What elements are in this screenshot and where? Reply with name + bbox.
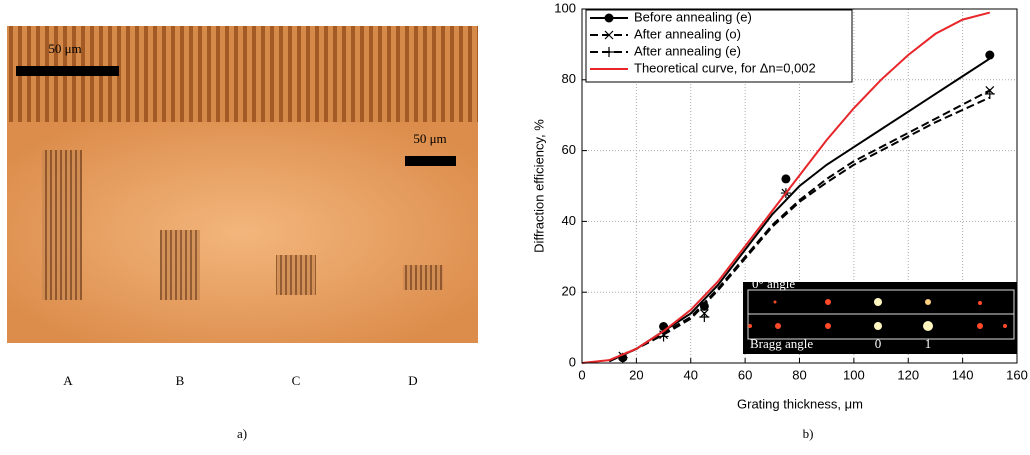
y-tick-label: 100 xyxy=(554,0,576,15)
inset-label: 1 xyxy=(925,336,932,351)
x-tick-label: 40 xyxy=(684,367,698,382)
marker xyxy=(781,174,791,184)
panel-caption: b) xyxy=(803,426,814,441)
sample-label: D xyxy=(408,373,417,388)
scale-bar xyxy=(16,66,119,76)
x-tick-label: 60 xyxy=(738,367,752,382)
x-tick-label: 100 xyxy=(843,367,865,382)
grating-a xyxy=(42,150,82,300)
y-axis-label: Diffraction efficiency, % xyxy=(531,119,546,253)
x-axis-label: Grating thickness, μm xyxy=(737,396,863,411)
scale-bar xyxy=(405,156,456,166)
legend-box xyxy=(585,9,853,83)
sample-label: B xyxy=(176,373,185,388)
marker xyxy=(658,331,669,342)
legend-marker xyxy=(604,47,614,57)
marker xyxy=(984,88,995,99)
marker xyxy=(699,311,710,322)
y-tick-label: 40 xyxy=(562,213,576,228)
x-tick-label: 120 xyxy=(897,367,919,382)
inset: 0° angle Bragg angle 0 1 xyxy=(743,276,1017,354)
legend-marker xyxy=(604,30,614,40)
x-tick-label: 0 xyxy=(578,367,585,382)
grating-b xyxy=(160,230,200,300)
legend-label: After annealing (o) xyxy=(634,26,741,41)
curve xyxy=(608,96,991,363)
scale-label: 50 μm xyxy=(48,41,81,56)
curve xyxy=(608,89,991,363)
scale-label: 50 μm xyxy=(413,131,446,146)
x-tick-label: 20 xyxy=(629,367,643,382)
legend-label: Theoretical curve, for Δn=0,002 xyxy=(634,60,816,75)
marker xyxy=(985,50,995,60)
legend-label: Before annealing (e) xyxy=(634,9,752,24)
y-tick-label: 60 xyxy=(562,142,576,157)
curve xyxy=(581,11,991,364)
grating-c xyxy=(276,255,316,295)
grating-d xyxy=(403,265,443,290)
inset-frame xyxy=(747,313,1015,340)
sample-image xyxy=(7,122,478,343)
legend-marker xyxy=(604,13,614,23)
curve xyxy=(608,57,991,363)
inset-label: 0° angle xyxy=(752,276,795,291)
sample-label: C xyxy=(292,373,301,388)
y-tick-label: 20 xyxy=(562,284,576,299)
legend-label: After annealing (e) xyxy=(634,43,741,58)
inset-label: 0 xyxy=(875,336,882,351)
inset-bg xyxy=(743,282,1017,354)
micrograph: 50 μm 50 μm A B C D xyxy=(7,26,478,388)
x-tick-label: 80 xyxy=(792,367,806,382)
sample-label: A xyxy=(63,373,73,388)
spots xyxy=(748,298,1007,331)
x-tick-label: 140 xyxy=(952,367,974,382)
plot-frame xyxy=(581,8,1018,364)
y-tick-label: 80 xyxy=(562,71,576,86)
y-tick-label: 0 xyxy=(569,354,576,369)
panel-caption: a) xyxy=(237,426,247,441)
x-tick-label: 160 xyxy=(1006,367,1028,382)
inset-label: Bragg angle xyxy=(750,336,813,351)
